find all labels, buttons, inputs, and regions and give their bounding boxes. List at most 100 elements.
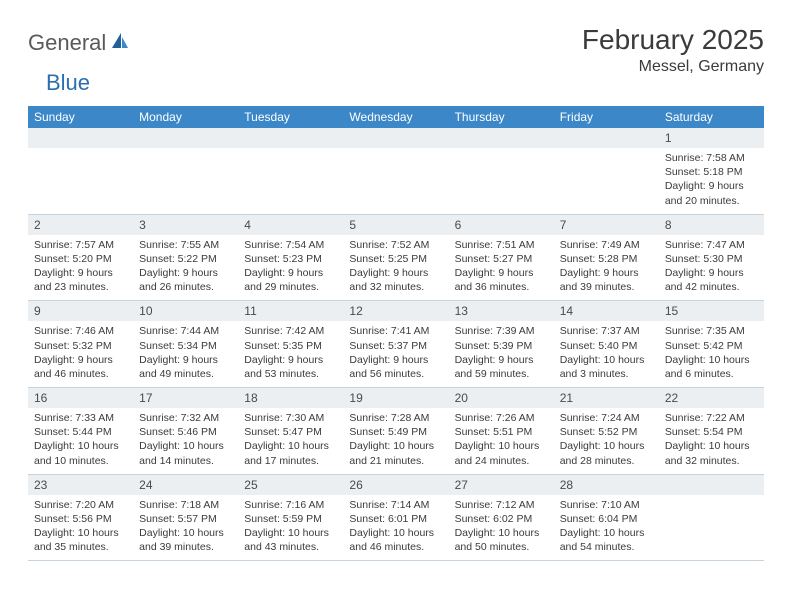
daylight-text: Daylight: 10 hours and 24 minutes.	[455, 439, 548, 467]
day-details: Sunrise: 7:41 AMSunset: 5:37 PMDaylight:…	[343, 321, 448, 387]
calendar-day-cell	[28, 128, 133, 214]
calendar-day-cell	[659, 474, 764, 561]
calendar-table: Sunday Monday Tuesday Wednesday Thursday…	[28, 106, 764, 561]
brand-text-blue: Blue	[28, 70, 90, 96]
day-details: Sunrise: 7:54 AMSunset: 5:23 PMDaylight:…	[238, 235, 343, 301]
day-number	[343, 128, 448, 148]
day-details: Sunrise: 7:57 AMSunset: 5:20 PMDaylight:…	[28, 235, 133, 301]
sunrise-text: Sunrise: 7:22 AM	[665, 411, 758, 425]
daylight-text: Daylight: 10 hours and 14 minutes.	[139, 439, 232, 467]
calendar-day-cell: 23Sunrise: 7:20 AMSunset: 5:56 PMDayligh…	[28, 474, 133, 561]
sunset-text: Sunset: 5:56 PM	[34, 512, 127, 526]
sunset-text: Sunset: 5:18 PM	[665, 165, 758, 179]
weekday-header: Saturday	[659, 106, 764, 128]
sunset-text: Sunset: 5:52 PM	[560, 425, 653, 439]
day-number	[28, 128, 133, 148]
daylight-text: Daylight: 10 hours and 43 minutes.	[244, 526, 337, 554]
daylight-text: Daylight: 10 hours and 3 minutes.	[560, 353, 653, 381]
daylight-text: Daylight: 9 hours and 53 minutes.	[244, 353, 337, 381]
sunrise-text: Sunrise: 7:55 AM	[139, 238, 232, 252]
day-number: 8	[659, 215, 764, 235]
day-number: 17	[133, 388, 238, 408]
day-number: 2	[28, 215, 133, 235]
sunrise-text: Sunrise: 7:10 AM	[560, 498, 653, 512]
day-number: 25	[238, 475, 343, 495]
daylight-text: Daylight: 9 hours and 39 minutes.	[560, 266, 653, 294]
day-number: 22	[659, 388, 764, 408]
sunrise-text: Sunrise: 7:37 AM	[560, 324, 653, 338]
daylight-text: Daylight: 9 hours and 59 minutes.	[455, 353, 548, 381]
calendar-day-cell: 20Sunrise: 7:26 AMSunset: 5:51 PMDayligh…	[449, 388, 554, 475]
calendar-week-row: 9Sunrise: 7:46 AMSunset: 5:32 PMDaylight…	[28, 301, 764, 388]
calendar-day-cell: 10Sunrise: 7:44 AMSunset: 5:34 PMDayligh…	[133, 301, 238, 388]
daylight-text: Daylight: 9 hours and 36 minutes.	[455, 266, 548, 294]
day-details: Sunrise: 7:12 AMSunset: 6:02 PMDaylight:…	[449, 495, 554, 561]
day-number	[238, 128, 343, 148]
day-details: Sunrise: 7:32 AMSunset: 5:46 PMDaylight:…	[133, 408, 238, 474]
day-details: Sunrise: 7:20 AMSunset: 5:56 PMDaylight:…	[28, 495, 133, 561]
sunrise-text: Sunrise: 7:52 AM	[349, 238, 442, 252]
day-number: 14	[554, 301, 659, 321]
sunrise-text: Sunrise: 7:58 AM	[665, 151, 758, 165]
daylight-text: Daylight: 10 hours and 6 minutes.	[665, 353, 758, 381]
sunrise-text: Sunrise: 7:26 AM	[455, 411, 548, 425]
calendar-week-row: 23Sunrise: 7:20 AMSunset: 5:56 PMDayligh…	[28, 474, 764, 561]
calendar-day-cell: 27Sunrise: 7:12 AMSunset: 6:02 PMDayligh…	[449, 474, 554, 561]
day-details: Sunrise: 7:52 AMSunset: 5:25 PMDaylight:…	[343, 235, 448, 301]
sunrise-text: Sunrise: 7:32 AM	[139, 411, 232, 425]
day-number: 3	[133, 215, 238, 235]
sunset-text: Sunset: 5:44 PM	[34, 425, 127, 439]
sunrise-text: Sunrise: 7:42 AM	[244, 324, 337, 338]
calendar-header-row: Sunday Monday Tuesday Wednesday Thursday…	[28, 106, 764, 128]
day-number: 24	[133, 475, 238, 495]
sunset-text: Sunset: 5:37 PM	[349, 339, 442, 353]
weekday-header: Thursday	[449, 106, 554, 128]
sunset-text: Sunset: 5:46 PM	[139, 425, 232, 439]
day-number: 26	[343, 475, 448, 495]
sunrise-text: Sunrise: 7:28 AM	[349, 411, 442, 425]
calendar-day-cell: 25Sunrise: 7:16 AMSunset: 5:59 PMDayligh…	[238, 474, 343, 561]
day-number	[554, 128, 659, 148]
calendar-day-cell: 28Sunrise: 7:10 AMSunset: 6:04 PMDayligh…	[554, 474, 659, 561]
sunset-text: Sunset: 5:27 PM	[455, 252, 548, 266]
sunset-text: Sunset: 5:39 PM	[455, 339, 548, 353]
calendar-day-cell	[238, 128, 343, 214]
calendar-week-row: 16Sunrise: 7:33 AMSunset: 5:44 PMDayligh…	[28, 388, 764, 475]
sunset-text: Sunset: 5:51 PM	[455, 425, 548, 439]
sunset-text: Sunset: 5:22 PM	[139, 252, 232, 266]
daylight-text: Daylight: 9 hours and 29 minutes.	[244, 266, 337, 294]
calendar-day-cell: 15Sunrise: 7:35 AMSunset: 5:42 PMDayligh…	[659, 301, 764, 388]
calendar-day-cell	[343, 128, 448, 214]
daylight-text: Daylight: 9 hours and 56 minutes.	[349, 353, 442, 381]
sunset-text: Sunset: 5:20 PM	[34, 252, 127, 266]
day-number	[449, 128, 554, 148]
calendar-day-cell: 14Sunrise: 7:37 AMSunset: 5:40 PMDayligh…	[554, 301, 659, 388]
daylight-text: Daylight: 10 hours and 32 minutes.	[665, 439, 758, 467]
calendar-day-cell: 6Sunrise: 7:51 AMSunset: 5:27 PMDaylight…	[449, 214, 554, 301]
calendar-day-cell: 16Sunrise: 7:33 AMSunset: 5:44 PMDayligh…	[28, 388, 133, 475]
sunset-text: Sunset: 5:30 PM	[665, 252, 758, 266]
day-details: Sunrise: 7:35 AMSunset: 5:42 PMDaylight:…	[659, 321, 764, 387]
calendar-day-cell: 3Sunrise: 7:55 AMSunset: 5:22 PMDaylight…	[133, 214, 238, 301]
day-number: 9	[28, 301, 133, 321]
daylight-text: Daylight: 10 hours and 54 minutes.	[560, 526, 653, 554]
day-number: 12	[343, 301, 448, 321]
day-number: 4	[238, 215, 343, 235]
sunrise-text: Sunrise: 7:49 AM	[560, 238, 653, 252]
calendar-day-cell: 11Sunrise: 7:42 AMSunset: 5:35 PMDayligh…	[238, 301, 343, 388]
sunrise-text: Sunrise: 7:57 AM	[34, 238, 127, 252]
calendar-day-cell: 5Sunrise: 7:52 AMSunset: 5:25 PMDaylight…	[343, 214, 448, 301]
sunrise-text: Sunrise: 7:16 AM	[244, 498, 337, 512]
sunrise-text: Sunrise: 7:47 AM	[665, 238, 758, 252]
calendar-body: 1Sunrise: 7:58 AMSunset: 5:18 PMDaylight…	[28, 128, 764, 561]
calendar-day-cell: 8Sunrise: 7:47 AMSunset: 5:30 PMDaylight…	[659, 214, 764, 301]
day-details: Sunrise: 7:42 AMSunset: 5:35 PMDaylight:…	[238, 321, 343, 387]
day-number: 6	[449, 215, 554, 235]
weekday-header: Sunday	[28, 106, 133, 128]
calendar-day-cell	[554, 128, 659, 214]
sunset-text: Sunset: 5:25 PM	[349, 252, 442, 266]
sunrise-text: Sunrise: 7:24 AM	[560, 411, 653, 425]
weekday-header: Wednesday	[343, 106, 448, 128]
sunset-text: Sunset: 6:01 PM	[349, 512, 442, 526]
calendar-day-cell: 21Sunrise: 7:24 AMSunset: 5:52 PMDayligh…	[554, 388, 659, 475]
